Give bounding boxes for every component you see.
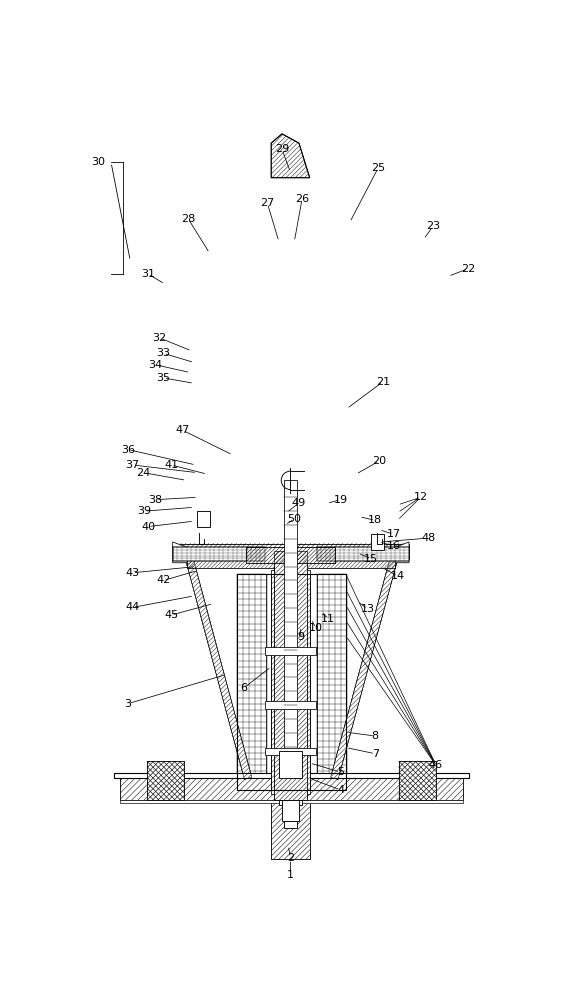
Bar xyxy=(265,701,316,709)
Text: 39: 39 xyxy=(137,506,151,516)
Text: 11: 11 xyxy=(321,614,335,624)
Polygon shape xyxy=(271,134,310,178)
Text: 27: 27 xyxy=(260,198,274,208)
Bar xyxy=(274,551,307,800)
Bar xyxy=(187,559,395,568)
Text: 21: 21 xyxy=(376,377,390,387)
Text: 5: 5 xyxy=(337,767,344,777)
Bar xyxy=(283,480,298,774)
Text: 28: 28 xyxy=(181,214,195,224)
Bar xyxy=(283,821,298,828)
Bar xyxy=(147,761,184,800)
Text: 1: 1 xyxy=(287,870,294,880)
Polygon shape xyxy=(395,542,409,563)
Bar xyxy=(120,778,463,800)
Bar xyxy=(316,574,346,790)
Bar xyxy=(237,574,266,790)
Bar xyxy=(279,751,302,778)
Bar xyxy=(399,761,436,800)
Bar xyxy=(271,570,310,794)
Text: 31: 31 xyxy=(141,269,155,279)
Text: 13: 13 xyxy=(360,604,374,614)
Bar xyxy=(274,551,307,800)
Text: 16: 16 xyxy=(387,541,401,551)
Text: 36: 36 xyxy=(121,445,135,455)
Text: 14: 14 xyxy=(390,571,405,581)
Bar xyxy=(187,559,395,568)
Text: 10: 10 xyxy=(309,623,323,633)
Text: 22: 22 xyxy=(461,264,476,274)
Text: 48: 48 xyxy=(421,533,435,543)
Text: 3: 3 xyxy=(125,699,131,709)
Text: 23: 23 xyxy=(426,221,440,231)
Text: 45: 45 xyxy=(164,610,178,620)
Bar xyxy=(172,544,409,559)
Bar xyxy=(399,761,436,800)
Text: 26: 26 xyxy=(295,194,309,204)
Text: 7: 7 xyxy=(372,749,379,759)
Bar xyxy=(196,511,211,527)
Bar xyxy=(271,582,310,859)
Text: 44: 44 xyxy=(126,602,140,612)
PathPatch shape xyxy=(331,550,399,779)
Text: 32: 32 xyxy=(152,333,167,343)
Bar xyxy=(265,647,316,655)
Text: 4: 4 xyxy=(337,785,344,795)
Text: 33: 33 xyxy=(156,348,170,358)
Bar xyxy=(246,547,335,563)
Text: 9: 9 xyxy=(297,632,304,642)
Text: 37: 37 xyxy=(126,460,139,470)
Bar xyxy=(237,574,266,790)
Bar xyxy=(271,574,310,790)
Text: 18: 18 xyxy=(368,515,382,525)
Text: 20: 20 xyxy=(372,456,386,466)
Text: 8: 8 xyxy=(372,731,379,741)
Text: 43: 43 xyxy=(126,568,139,578)
Bar xyxy=(237,574,346,790)
Text: 17: 17 xyxy=(386,529,401,539)
Bar xyxy=(172,547,265,561)
Text: 40: 40 xyxy=(141,522,155,532)
Bar xyxy=(114,773,469,778)
Text: 46: 46 xyxy=(429,760,443,770)
Text: 47: 47 xyxy=(175,425,190,435)
Bar xyxy=(316,574,346,790)
Bar xyxy=(271,582,310,859)
Bar xyxy=(316,547,409,561)
Bar xyxy=(172,544,409,559)
Bar xyxy=(147,761,184,800)
Text: 30: 30 xyxy=(91,157,105,167)
Text: 49: 49 xyxy=(291,498,306,508)
PathPatch shape xyxy=(184,550,252,779)
Bar xyxy=(271,574,310,790)
Text: 19: 19 xyxy=(333,495,348,505)
Text: 50: 50 xyxy=(287,514,302,524)
Bar xyxy=(282,800,299,821)
Text: 41: 41 xyxy=(164,460,178,470)
Text: 2: 2 xyxy=(287,853,294,863)
Bar xyxy=(172,547,265,561)
Bar xyxy=(120,800,463,803)
Text: 6: 6 xyxy=(240,683,247,693)
Bar xyxy=(120,778,463,800)
Text: 34: 34 xyxy=(149,360,163,370)
Bar xyxy=(246,547,335,563)
Polygon shape xyxy=(172,542,187,563)
Bar xyxy=(265,748,316,755)
Text: 42: 42 xyxy=(156,575,171,585)
Text: 24: 24 xyxy=(136,468,151,478)
Text: 12: 12 xyxy=(414,492,428,502)
Bar xyxy=(316,547,409,561)
Text: 25: 25 xyxy=(371,163,385,173)
Bar xyxy=(279,800,302,805)
Text: 29: 29 xyxy=(275,144,289,154)
PathPatch shape xyxy=(271,134,310,178)
Bar xyxy=(370,534,385,550)
Text: 38: 38 xyxy=(149,495,163,505)
Text: 35: 35 xyxy=(156,373,170,383)
Text: 15: 15 xyxy=(364,554,378,564)
